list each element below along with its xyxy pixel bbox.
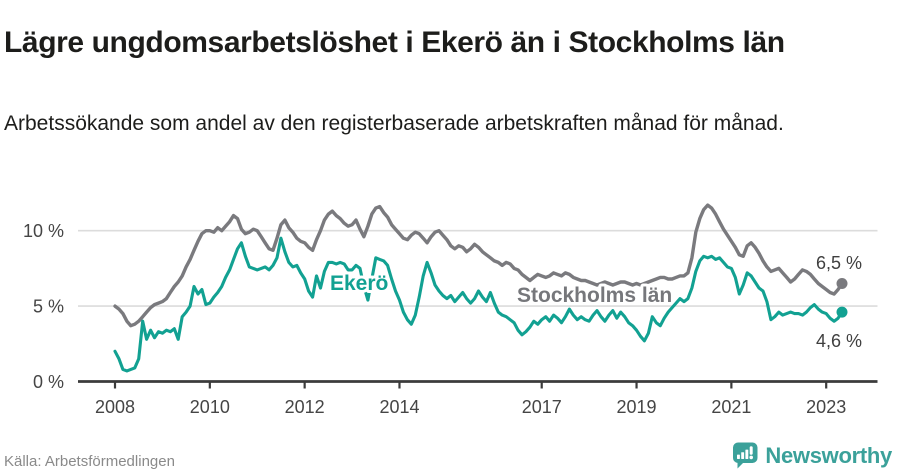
series-line-ekerö (113, 236, 844, 373)
x-axis-label: 2017 (522, 397, 562, 417)
page-title: Lägre ungdomsarbetslöshet i Ekerö än i S… (4, 26, 785, 60)
page-subtitle: Arbetssökande som andel av den registerb… (4, 112, 784, 135)
x-axis-label: 2019 (617, 397, 657, 417)
source-text: Källa: Arbetsförmedlingen (4, 453, 175, 470)
x-axis-label: 2014 (379, 397, 419, 417)
series-line-stockholms-län (113, 203, 844, 328)
series-label-ekerö: Ekerö (330, 272, 388, 295)
x-axis-label: 2023 (806, 397, 846, 417)
y-axis-label: 5 % (33, 297, 64, 317)
newsworthy-bar-chart-bubble-icon (733, 442, 758, 469)
x-axis-label: 2021 (711, 397, 751, 417)
y-axis-label: 0 % (33, 372, 64, 392)
series-end-value-stockholms-län: 6,5 % (816, 253, 862, 273)
series-end-value-ekerö: 4,6 % (816, 331, 862, 351)
series-label-stockholms-län: Stockholms län (517, 284, 672, 307)
series-end-dot-stockholms-län (836, 278, 848, 289)
series-end-dot-ekerö (836, 306, 848, 318)
x-axis-label: 2010 (190, 397, 230, 417)
newsworthy-logo-text: Newsworthy (765, 442, 892, 468)
newsworthy-logo[interactable]: Newsworthy (732, 442, 892, 469)
x-axis-label: 2008 (95, 397, 135, 417)
x-axis-label: 2012 (285, 397, 325, 417)
y-axis-label: 10 % (23, 221, 64, 241)
